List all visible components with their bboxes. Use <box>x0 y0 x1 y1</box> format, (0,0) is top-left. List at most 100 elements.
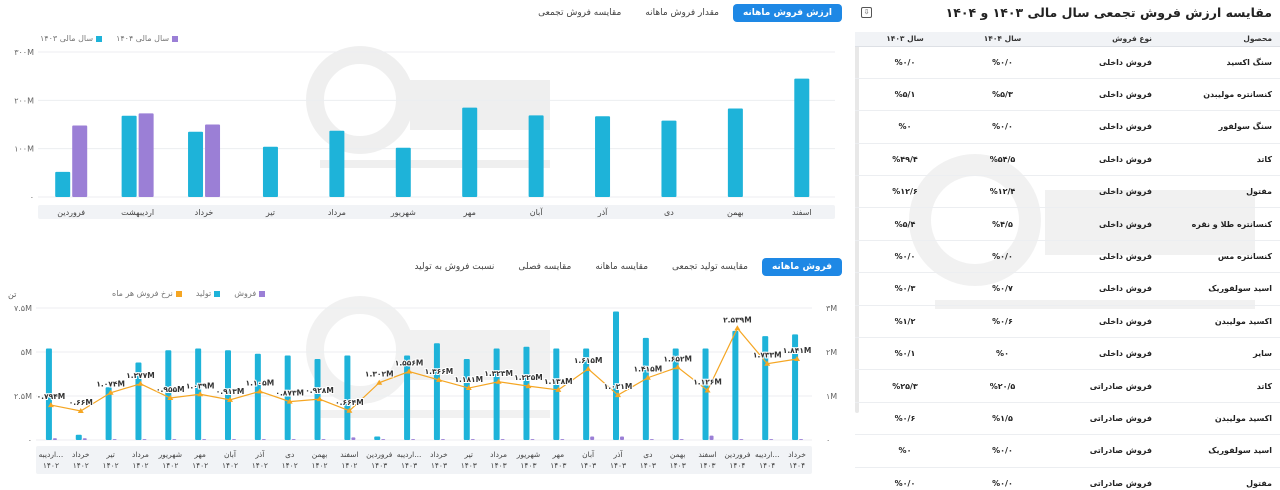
sales-rate-label: ۰.۹۵۵M <box>156 385 185 394</box>
production-bar <box>374 436 381 440</box>
sales-rate-point <box>674 364 681 370</box>
tab-monthly-sales[interactable]: فروش ماهانه <box>761 258 842 276</box>
cumulative-sales-comparison-panel: مقایسه ارزش فروش تجمعی سال مالی ۱۴۰۳ و ۱… <box>855 0 1280 490</box>
sales-rate-line <box>50 327 798 412</box>
column-header-product[interactable]: محصول <box>1160 32 1280 47</box>
sales-bar <box>202 439 207 440</box>
x-tick-year: ۱۴۰۳ <box>670 461 686 470</box>
x-tick-year: ۱۴۰۳ <box>550 461 566 470</box>
production-bar <box>493 348 500 440</box>
table-row[interactable]: کاتد فروش داخلی %۵۴/۵ %۴۹/۴ <box>855 143 1280 177</box>
sales-rate-label: ۱.۴۱۵M <box>634 365 663 374</box>
legend-swatch <box>214 290 221 297</box>
cell-year-1403: %۱/۲ <box>855 305 955 339</box>
table-row[interactable]: کنسانتره مس فروش داخلی %۰/۰ %۰/۰ <box>855 240 1280 274</box>
x-tick-label: مرداد <box>328 208 346 217</box>
cell-product: مفتول <box>1160 467 1280 490</box>
x-tick-year: ۱۴۰۲ <box>73 461 89 470</box>
bar-1403 <box>188 131 204 197</box>
cell-sale-type: فروش داخلی <box>1050 337 1160 371</box>
x-tick-label: بهمن <box>312 450 328 459</box>
column-header-sale-type[interactable]: نوع فروش <box>1050 32 1160 47</box>
column-header-year-1404[interactable]: سال ۱۴۰۴ <box>955 32 1050 47</box>
sales-rate-label: ۱.۰۳۹M <box>186 381 215 390</box>
x-tick-label: خرداد <box>195 208 214 217</box>
export-icon[interactable]: ⇩ <box>861 7 872 18</box>
tab-seasonal-comparison[interactable]: مقایسه فصلی <box>518 262 572 272</box>
cell-sale-type: فروش داخلی <box>1050 110 1160 144</box>
sales-rate-point <box>197 391 204 397</box>
x-tick-year: ۱۴۰۴ <box>789 461 805 470</box>
right-y-tick-label: ۳M <box>826 304 837 313</box>
x-tick-year: ۱۴۰۳ <box>461 461 477 470</box>
x-tick-year: ۱۴۰۲ <box>162 461 178 470</box>
sales-bar <box>470 439 475 440</box>
bar-1403 <box>262 146 278 197</box>
sales-rate-label: ۱.۱۸۱M <box>454 375 483 384</box>
sales-rate-label: ۱.۵۵۶M <box>395 359 424 368</box>
cell-product: اسید سولفوریک <box>1160 434 1280 468</box>
sales-rate-point <box>644 374 651 380</box>
sales-rate-point <box>346 407 353 413</box>
table-row[interactable]: مفتول فروش صادراتی %۰/۰ %۰/۰ <box>855 467 1280 490</box>
sales-bar <box>440 439 445 440</box>
sales-bar <box>232 439 236 440</box>
sales-rate-label: ۰.۸۷۳M <box>275 389 304 398</box>
table-row[interactable]: اکسید مولیبدن فروش صادراتی %۱/۵ %۰/۶ <box>855 402 1280 436</box>
sales-bar <box>381 439 386 440</box>
tab-monthly-sales-value[interactable]: ارزش فروش ماهانه <box>732 4 842 22</box>
x-tick-label: اسفند <box>698 450 716 459</box>
tab-cumulative-production[interactable]: مقایسه تولید تجمعی <box>672 262 748 272</box>
x-tick-year: ۱۴۰۳ <box>610 461 626 470</box>
x-tick-label: خرداد <box>430 450 448 459</box>
x-tick-year: ۱۴۰۳ <box>401 461 417 470</box>
bar-1404 <box>138 113 154 197</box>
table-row[interactable]: کنسانتره طلا و نقره فروش داخلی %۴/۵ %۵/۴ <box>855 207 1280 241</box>
table-row[interactable]: کاتد فروش صادراتی %۲۰/۵ %۲۵/۳ <box>855 369 1280 403</box>
table-row[interactable]: اکسید مولیبدن فروش داخلی %۰/۶ %۱/۲ <box>855 305 1280 339</box>
sales-rate-point <box>764 360 771 366</box>
cell-product: کاتد <box>1160 143 1280 177</box>
legend-item-production[interactable]: تولید <box>196 289 221 298</box>
table-row[interactable]: اسید سولفوریک فروش داخلی %۰/۷ %۰/۳ <box>855 272 1280 306</box>
column-header-year-1403[interactable]: سال ۱۴۰۳ <box>855 32 955 47</box>
table-row[interactable]: سنگ اکسید فروش داخلی %۰/۰ %۰/۰ <box>855 46 1280 79</box>
bar-1403 <box>55 171 71 197</box>
production-bar <box>433 343 440 440</box>
tab-cumulative-sales-comparison[interactable]: مقایسه فروش تجمعی <box>538 8 622 18</box>
x-tick-year: ۱۴۰۴ <box>729 461 745 470</box>
table-row[interactable]: اسید سولفوریک فروش صادراتی %۰/۰ %۰ <box>855 434 1280 468</box>
x-tick-label: مهر <box>193 450 206 459</box>
tab-monthly-comparison[interactable]: مقایسه ماهانه <box>595 262 649 272</box>
table-row[interactable]: مفتول فروش داخلی %۱۲/۴ %۱۲/۶ <box>855 175 1280 209</box>
cell-year-1403: %۰/۰ <box>855 46 955 79</box>
legend-item-sales[interactable]: فروش <box>234 289 266 298</box>
cell-year-1403: %۰/۰ <box>855 467 955 490</box>
production-bar <box>165 350 172 440</box>
top-chart-tabs: ارزش فروش ماهانه مقدار فروش ماهانه مقایس… <box>528 4 842 22</box>
sales-rate-point <box>137 380 144 386</box>
sales-rate-label: ۰.۷۹۴M <box>37 392 66 401</box>
legend-item-sales-rate[interactable]: نرخ فروش هر ماه <box>112 289 182 298</box>
sales-bar <box>172 439 177 440</box>
tab-monthly-sales-quantity[interactable]: مقدار فروش ماهانه <box>645 8 719 18</box>
bar-1404 <box>205 124 221 197</box>
x-tick-label: مرداد <box>132 450 149 459</box>
sales-rate-label: ۱.۱۳۸M <box>544 377 573 386</box>
cell-year-1404: %۱/۵ <box>955 402 1050 436</box>
table-row[interactable]: سنگ سولفور فروش داخلی %۰/۰ %۰ <box>855 110 1280 144</box>
left-y-tick-label: ۷.۵M <box>14 304 32 313</box>
sales-bar <box>560 439 565 440</box>
x-tick-year: ۱۴۰۲ <box>192 461 208 470</box>
legend-item-1404[interactable]: سال مالی ۱۴۰۴ <box>116 34 179 43</box>
cell-year-1403: %۱۲/۶ <box>855 175 955 209</box>
cell-sale-type: فروش داخلی <box>1050 175 1160 209</box>
x-tick-label: تیر <box>265 208 275 217</box>
cell-year-1404: %۰/۰ <box>955 110 1050 144</box>
table-row[interactable]: سایر فروش داخلی %۰ %۰/۱ <box>855 337 1280 371</box>
tab-sales-to-production-ratio[interactable]: نسبت فروش به تولید <box>414 262 495 272</box>
table-row[interactable]: کنسانتره مولیبدن فروش داخلی %۵/۳ %۵/۱ <box>855 78 1280 112</box>
top-chart-legend: سال مالی ۱۴۰۴ سال مالی ۱۴۰۳ <box>40 34 179 43</box>
comparison-table: محصول نوع فروش سال ۱۴۰۴ سال ۱۴۰۳ سنگ اکس… <box>855 32 1280 490</box>
legend-item-1403[interactable]: سال مالی ۱۴۰۳ <box>40 34 103 43</box>
